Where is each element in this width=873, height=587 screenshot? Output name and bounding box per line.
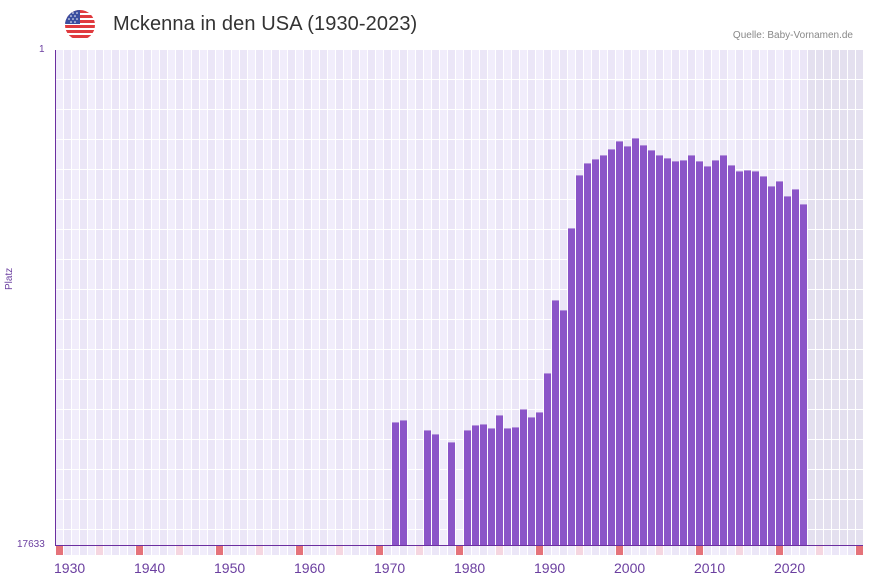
bar-2007 — [672, 161, 679, 545]
bar-1977 — [432, 434, 439, 545]
bar-1979 — [448, 442, 455, 545]
x-tick-1980: 1980 — [454, 560, 486, 576]
source-credit: Quelle: Baby-Vornamen.de — [732, 30, 853, 41]
bar-1992 — [552, 300, 559, 545]
x-tick-1970: 1970 — [374, 560, 406, 576]
chart-plot-area — [56, 50, 863, 545]
bar-2003 — [640, 145, 647, 545]
bar-2022 — [792, 189, 799, 545]
bar-2008 — [680, 160, 687, 545]
bar-2017 — [752, 171, 759, 545]
bar-1994 — [568, 228, 575, 545]
x-tick-2010: 2010 — [694, 560, 726, 576]
bar-1996 — [584, 163, 591, 545]
bar-1999 — [608, 149, 615, 545]
bar-1986 — [504, 428, 511, 545]
bar-1991 — [544, 373, 551, 545]
bar-1987 — [512, 427, 519, 545]
bar-2015 — [736, 171, 743, 545]
bar-1993 — [560, 310, 567, 545]
bar-2010 — [696, 161, 703, 545]
bar-2016 — [744, 170, 751, 545]
bar-2001 — [624, 146, 631, 545]
bar-2000 — [616, 141, 623, 545]
bar-2019 — [768, 186, 775, 545]
bar-1990 — [536, 412, 543, 545]
bar-1973 — [400, 420, 407, 545]
bar-2020 — [776, 181, 783, 545]
y-tick-top: 1 — [39, 44, 45, 55]
year-markers — [56, 546, 863, 555]
bar-2013 — [720, 155, 727, 545]
bar-2004 — [648, 150, 655, 545]
bar-1985 — [496, 415, 503, 545]
x-tick-1990: 1990 — [534, 560, 566, 576]
us-flag-icon — [65, 10, 95, 40]
x-tick-1960: 1960 — [294, 560, 326, 576]
page-title: Mckenna in den USA (1930-2023) — [113, 13, 418, 35]
bar-1983 — [480, 424, 487, 545]
y-axis-title: Platz — [4, 267, 15, 290]
bar-2018 — [760, 176, 767, 545]
x-tick-1950: 1950 — [214, 560, 246, 576]
bar-2012 — [712, 160, 719, 545]
bar-2002 — [632, 138, 639, 545]
bar-2009 — [688, 155, 695, 545]
bar-2014 — [728, 165, 735, 545]
bar-1982 — [472, 425, 479, 545]
bar-1976 — [424, 430, 431, 545]
bar-1984 — [488, 428, 495, 545]
bar-1997 — [592, 159, 599, 545]
y-axis-line — [55, 50, 56, 546]
bar-2011 — [704, 166, 711, 545]
y-tick-bottom: 17633 — [17, 539, 45, 550]
bar-1995 — [576, 175, 583, 545]
x-axis-line — [55, 545, 863, 546]
x-axis-labels: 1930 1940 1950 1960 1970 1980 1990 2000 2010 2020 — [0, 560, 873, 580]
bar-1981 — [464, 430, 471, 545]
bar-1988 — [520, 409, 527, 545]
x-tick-2000: 2000 — [614, 560, 646, 576]
bar-1972 — [392, 422, 399, 545]
bar-2006 — [664, 158, 671, 545]
bar-2021 — [784, 196, 791, 545]
bar-2005 — [656, 155, 663, 545]
bar-2023 — [800, 204, 807, 545]
bar-1989 — [528, 417, 535, 545]
x-tick-1940: 1940 — [134, 560, 166, 576]
x-tick-2020: 2020 — [774, 560, 806, 576]
bar-1998 — [600, 155, 607, 545]
x-tick-1930: 1930 — [54, 560, 86, 576]
